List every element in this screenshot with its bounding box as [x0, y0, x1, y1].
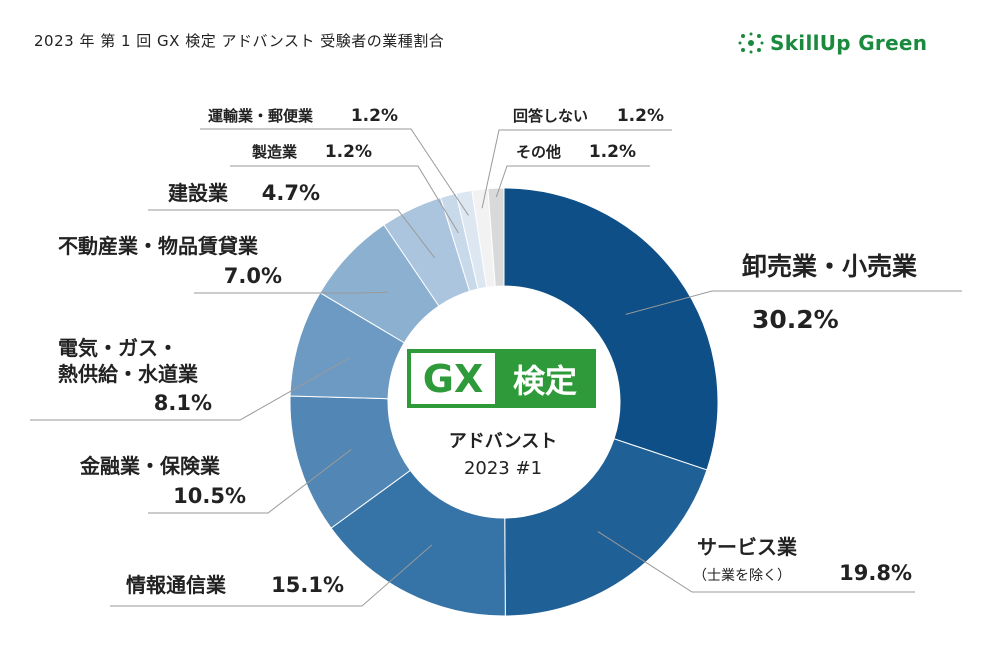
slice-label-0: 卸売業・小売業	[742, 252, 917, 281]
slice-value-7: 1.2%	[325, 142, 372, 162]
slice-label-9: 回答しない	[513, 107, 588, 125]
leader-line-1	[597, 531, 915, 593]
sparkle-icon	[738, 32, 764, 54]
slice-label-7: 製造業	[251, 143, 298, 161]
slice-value-4: 8.1%	[154, 391, 212, 415]
slice-value-9: 1.2%	[617, 106, 664, 126]
leader-line-0	[625, 290, 962, 315]
slice-label-3: 金融業・保険業	[79, 454, 221, 478]
leader-line-4	[30, 357, 351, 421]
slice-label-1: サービス業	[697, 535, 798, 559]
slice-value-1: 19.8%	[839, 561, 912, 585]
center-label-line2: 2023 #1	[464, 458, 542, 479]
leader-lines	[30, 128, 962, 607]
donut-slice-1	[504, 438, 708, 617]
logo-gx-text: GX	[423, 357, 484, 401]
logo-kentei-text: 検定	[513, 362, 577, 400]
slice-value-8: 1.2%	[351, 106, 398, 126]
leader-line-10	[495, 165, 650, 198]
donut-slices	[289, 187, 719, 617]
slice-label-6: 建設業	[168, 181, 229, 205]
slice-label-4: 電気・ガス・	[58, 336, 178, 360]
slice-label-10: その他	[516, 143, 561, 161]
brand-logo: SkillUp Green	[738, 28, 927, 58]
leader-line-8	[200, 128, 469, 216]
slice-value-2: 15.1%	[271, 573, 344, 597]
slice-value-6: 4.7%	[262, 181, 320, 205]
slice-label-5: 不動産業・物品賃貸業	[58, 234, 259, 258]
slice-label-4: 熱供給・水道業	[58, 362, 199, 386]
donut-slice-10	[487, 187, 505, 287]
leader-line-3	[148, 449, 352, 514]
donut-slice-0	[503, 187, 719, 471]
leader-line-7	[230, 165, 459, 234]
leader-line-6	[148, 209, 436, 259]
slice-label-2: 情報通信業	[126, 573, 227, 597]
gx-kentei-logo: GX 検定	[407, 349, 596, 408]
leader-line-5	[194, 291, 388, 294]
leader-line-2	[110, 544, 433, 607]
slice-value-0: 30.2%	[752, 305, 839, 334]
page-title: 2023 年 第 1 回 GX 検定 アドバンスト 受験者の業種割合	[34, 32, 445, 50]
slice-value-5: 7.0%	[224, 264, 282, 288]
brand-name: SkillUp Green	[770, 31, 928, 55]
slice-labels: 卸売業・小売業 30.2% サービス業 （士業を除く） 19.8% 情報通信業 15.1% 金…	[58, 106, 917, 597]
slice-value-10: 1.2%	[589, 142, 636, 162]
slice-label-8: 運輸業・郵便業	[208, 107, 314, 125]
slice-value-3: 10.5%	[173, 484, 246, 508]
slice-label-1: （士業を除く）	[693, 568, 791, 584]
center-label-line1: アドバンスト	[449, 431, 558, 452]
leader-line-9	[481, 129, 672, 209]
logo-left-panel	[411, 353, 495, 404]
